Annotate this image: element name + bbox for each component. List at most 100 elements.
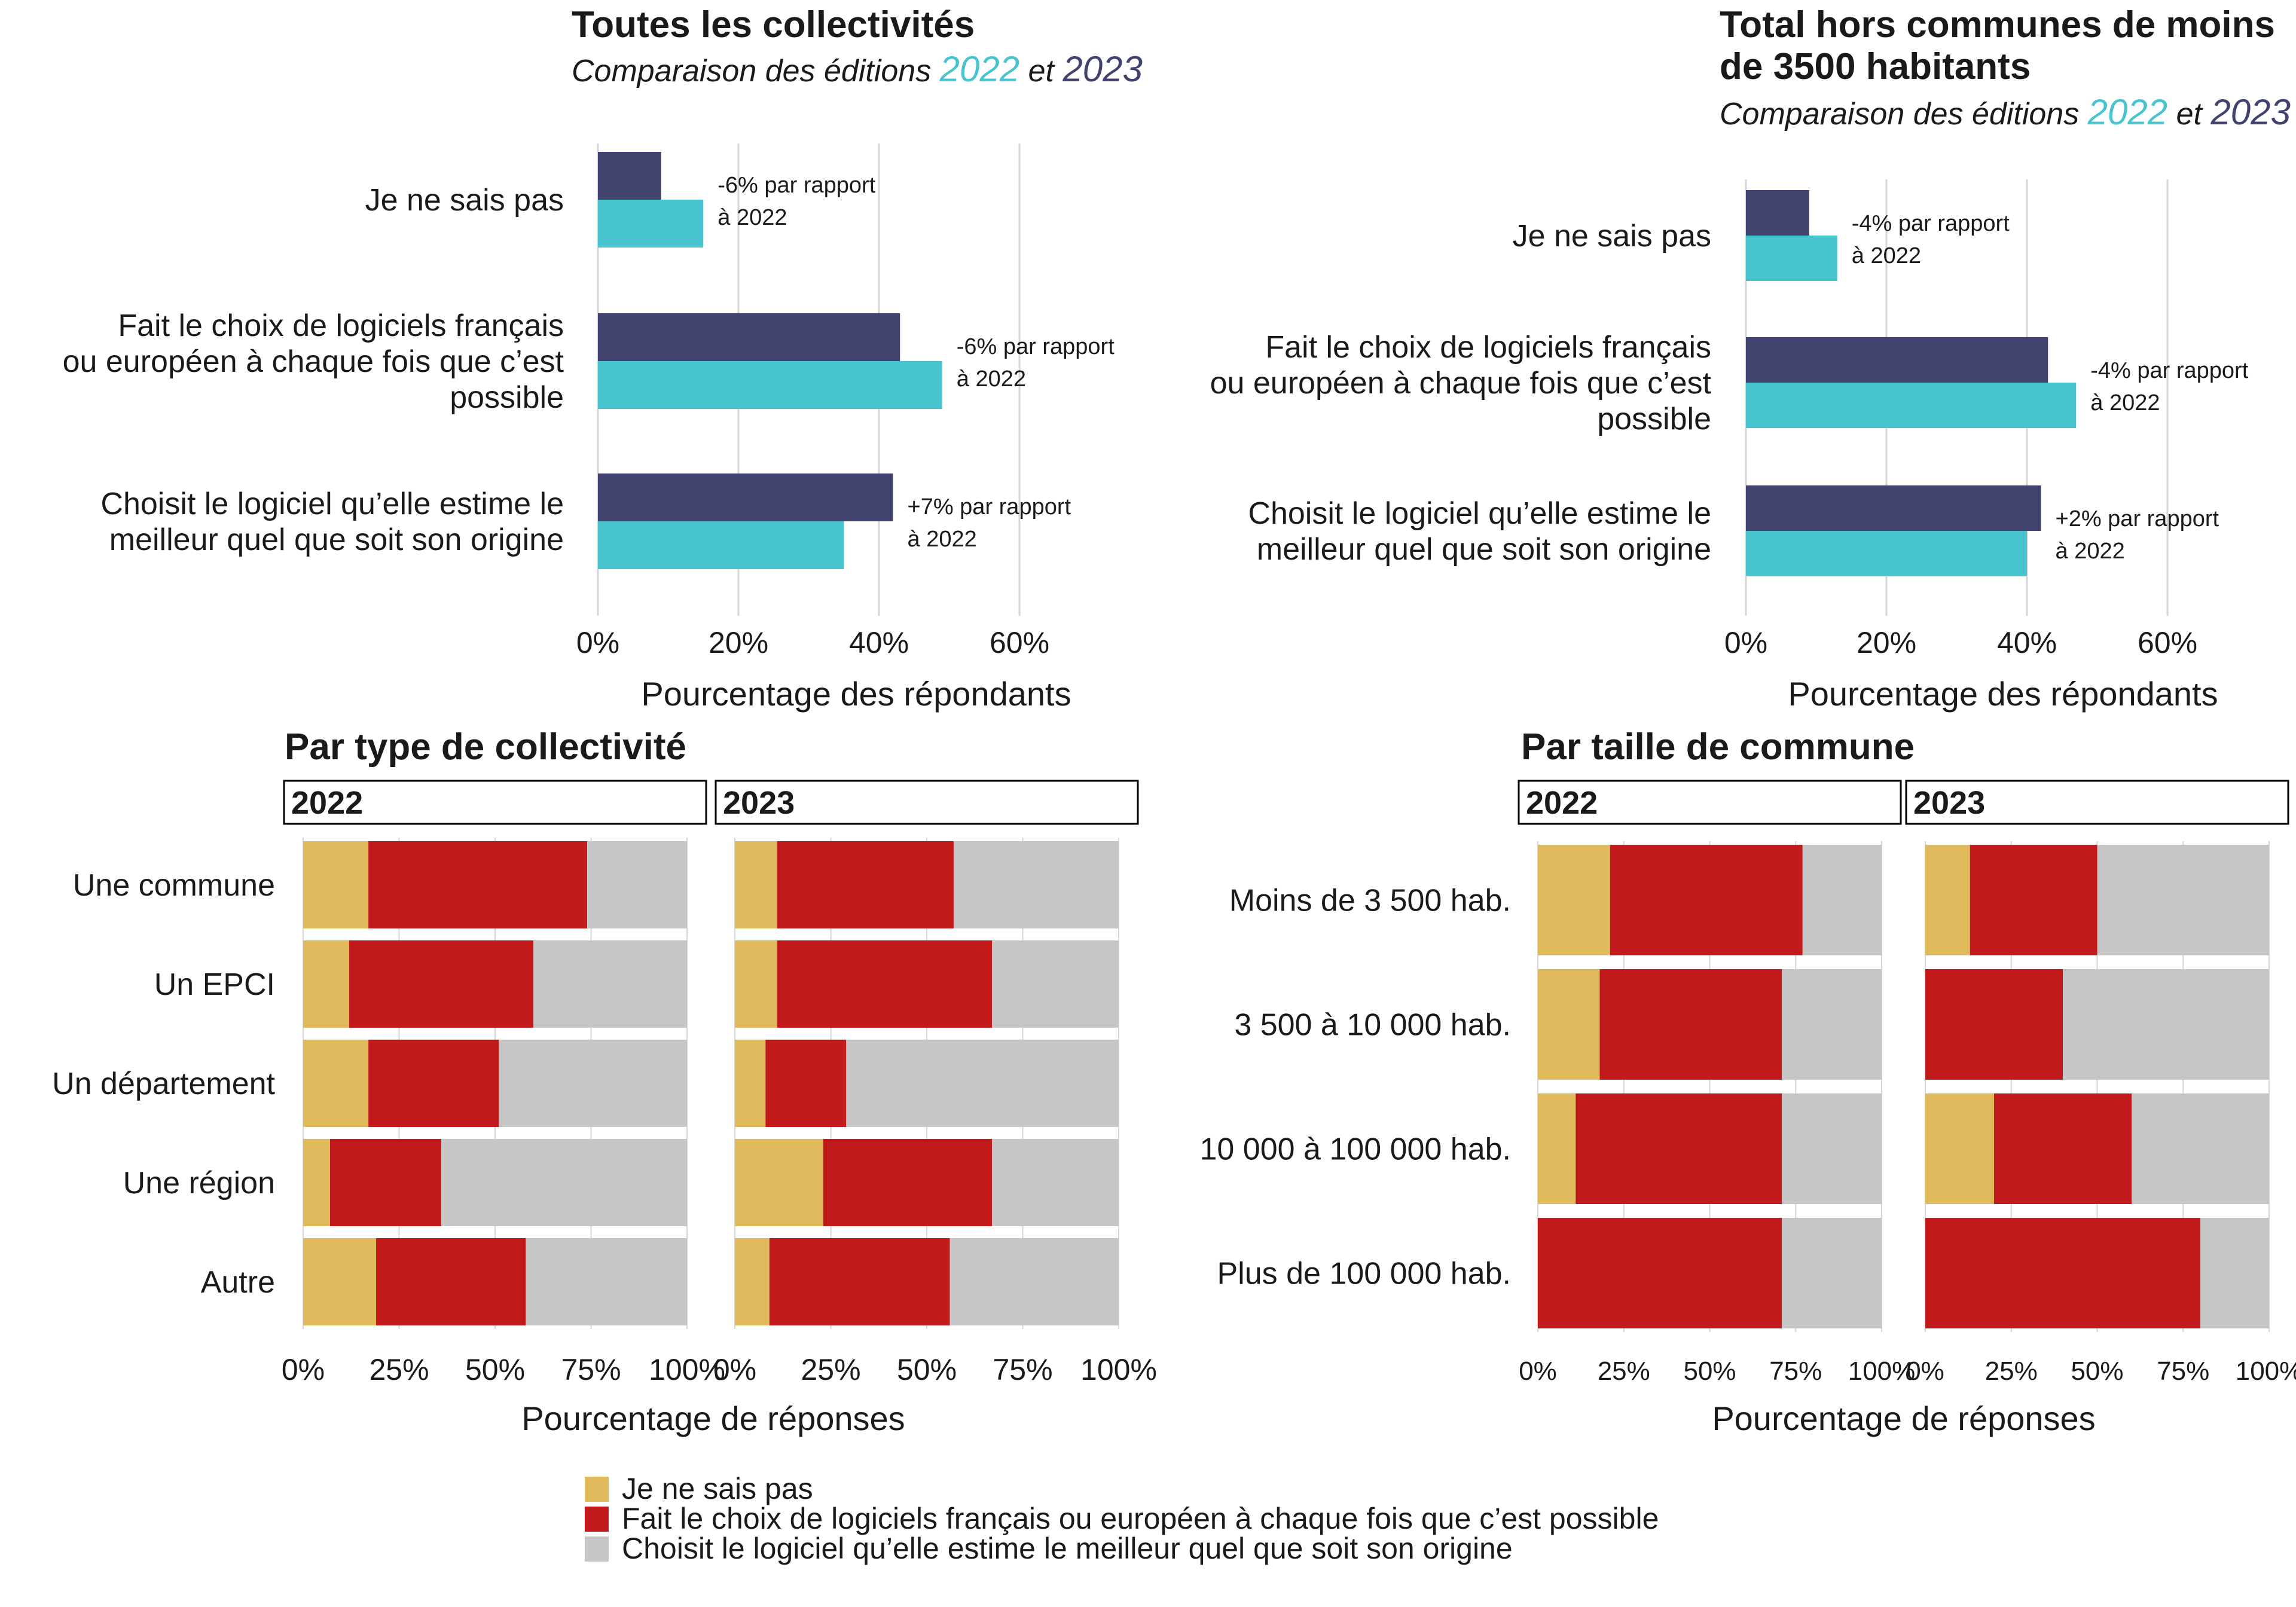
chart-no-small-category-label: Je ne sais pas <box>1513 219 1711 253</box>
chart-size-bar-segment <box>1576 1093 1782 1204</box>
chart-type-bar-segment <box>949 1238 1119 1325</box>
chart-size-x-tick-label: 50% <box>1683 1357 1736 1386</box>
chart-size-bar-segment <box>2200 1218 2269 1328</box>
chart-all-subtitle-part-2: et <box>1019 54 1062 88</box>
chart-size-panel-2022: 2022 0% 25% 50% 75% 100% <box>1518 780 1915 1386</box>
chart-size-x-tick-label: 100% <box>2236 1357 2296 1386</box>
chart-type-panel-strip-label: 2023 <box>723 785 795 821</box>
chart-all-subtitle: Comparaison des éditions 2022 et 2023 <box>572 49 1143 89</box>
chart-type-bar-segment <box>303 841 369 928</box>
chart-all-bar-2023 <box>598 473 893 521</box>
chart-type-bar-segment <box>823 1139 993 1226</box>
chart-size-panel-strip <box>1518 780 1902 825</box>
chart-type-x-tick-label: 0% <box>282 1353 325 1386</box>
chart-all-bar-2022 <box>598 521 844 569</box>
chart-no-small-x-tick-label: 60% <box>2138 626 2197 659</box>
chart-type-panel-strip <box>715 780 1139 825</box>
chart-all-bar-2023 <box>598 152 661 200</box>
chart-no-small-annotation: -4% par rapport <box>2090 358 2248 383</box>
chart-type-bar-segment <box>735 940 777 1028</box>
chart-no-small-annotation: à 2022 <box>2056 539 2125 564</box>
chart-no-small-subtitle-part-3: 2023 <box>2210 92 2290 132</box>
chart-size-panel-strip-label: 2023 <box>1913 785 1985 821</box>
chart-all-x-tick-label: 20% <box>709 626 768 659</box>
chart-type-x-tick-label: 100% <box>649 1353 725 1386</box>
chart-size-bar-segment <box>1538 969 1600 1080</box>
chart-type-title: Par type de collectivité <box>285 726 686 768</box>
chart-no-small-title: de 3500 habitants <box>1720 46 2031 87</box>
chart-all-x-tick-label: 0% <box>576 626 619 659</box>
chart-no-small-bar-2023 <box>1746 485 2041 531</box>
chart-type-bar-segment <box>303 940 350 1028</box>
chart-all-title: Toutes les collectivités <box>572 4 975 45</box>
chart-type-bar-segment <box>329 1139 442 1226</box>
chart-no-small-bar-2022 <box>1746 236 1837 281</box>
chart-size-bar-segment <box>1782 1218 1882 1328</box>
chart-size-bar-segment <box>1538 1218 1782 1328</box>
chart-all-category-label: ou européen à chaque fois que c’est <box>63 344 564 379</box>
chart-all-category-label: Choisit le logiciel qu’elle estime le <box>100 487 564 521</box>
chart-type-panel-strip <box>283 780 707 825</box>
chart-size-bar-segment <box>1599 969 1782 1080</box>
chart-all-x-tick-label: 60% <box>990 626 1049 659</box>
chart-no-small-bar-2023 <box>1746 337 2048 383</box>
chart-size-bar-segment <box>1782 1093 1882 1204</box>
chart-type-x-tick-label: 75% <box>561 1353 621 1386</box>
legend-label: Choisit le logiciel qu’elle estime le me… <box>622 1532 1513 1565</box>
chart-type-x-tick-label: 25% <box>801 1353 860 1386</box>
chart-size-x-tick-label: 75% <box>2157 1357 2209 1386</box>
chart-type-bar-segment <box>349 940 534 1028</box>
chart-no-small-x-axis-label: Pourcentage des répondants <box>1788 675 2218 713</box>
chart-size-x-tick-label: 25% <box>1985 1357 2038 1386</box>
chart-type-bar-segment <box>777 940 993 1028</box>
chart-no-small-bar-2023 <box>1746 190 1809 236</box>
chart-type-bar-segment <box>735 841 777 928</box>
chart-type-bar-segment <box>499 1040 687 1127</box>
chart-size-category-label: 3 500 à 10 000 hab. <box>1234 1008 1511 1043</box>
chart-no-small-subtitle-part-2: et <box>2167 97 2210 132</box>
chart-no-small-bar-2022 <box>1746 383 2077 428</box>
chart-type-x-tick-label: 100% <box>1080 1353 1157 1386</box>
chart-size-bar-segment <box>2132 1093 2269 1204</box>
chart-all-subtitle-part-1: 2022 <box>939 49 1019 89</box>
chart-all-subtitle-part-3: 2023 <box>1062 49 1142 89</box>
chart-size-panel-strip-label: 2022 <box>1526 785 1598 821</box>
chart-type-bar-segment <box>526 1238 687 1325</box>
chart-type-bar-segment <box>368 841 588 928</box>
chart-size-bar-segment <box>1538 1093 1576 1204</box>
chart-size-bar-segment <box>1925 969 2063 1080</box>
chart-all-annotation: à 2022 <box>718 205 787 230</box>
chart-all-annotation: -6% par rapport <box>718 173 875 198</box>
chart-type-bar-segment <box>777 841 954 928</box>
legend-label: Je ne sais pas <box>622 1472 813 1505</box>
chart-type-x-tick-label: 25% <box>369 1353 429 1386</box>
chart-type-category-label: Un EPCI <box>154 967 275 1002</box>
chart-size-chart: Par taille de commune 2022 0% 25% 50% 75% 100%… <box>1200 726 2296 1437</box>
chart-all-annotation: +7% par rapport <box>908 494 1071 520</box>
chart-type-panel-strip-label: 2022 <box>291 785 363 821</box>
chart-size-title: Par taille de commune <box>1521 726 1915 768</box>
chart-type-panel-2023: 2023 0% 25% 50% 75% 100% <box>713 780 1157 1386</box>
chart-size-bar-segment <box>1925 1093 1994 1204</box>
chart-all-x-tick-label: 40% <box>849 626 909 659</box>
chart-no-small-title: Total hors communes de moins <box>1720 4 2275 45</box>
chart-size-x-tick-label: 0% <box>1519 1357 1557 1386</box>
legend-label: Fait le choix de logiciels français ou e… <box>622 1502 1659 1535</box>
chart-no-small-x-tick-label: 20% <box>1857 626 1916 659</box>
chart-size-bar-segment <box>1610 845 1803 955</box>
chart-all-bar-2022 <box>598 200 704 248</box>
chart-type-category-label: Un département <box>52 1067 275 1101</box>
chart-type-x-tick-label: 0% <box>713 1353 756 1386</box>
chart-type-x-tick-label: 50% <box>897 1353 957 1386</box>
chart-type-bar-segment <box>735 1139 823 1226</box>
chart-type-category-label: Autre <box>201 1265 275 1300</box>
chart-no-small-bar-2022 <box>1746 531 2027 576</box>
chart-no-small-category-label: meilleur quel que soit son origine <box>1257 532 1711 567</box>
chart-size-x-axis-label: Pourcentage de réponses <box>1712 1400 2095 1437</box>
chart-size-bar-segment <box>2097 845 2269 955</box>
chart-type-x-tick-label: 50% <box>465 1353 525 1386</box>
chart-all-category-label: Je ne sais pas <box>365 183 564 218</box>
